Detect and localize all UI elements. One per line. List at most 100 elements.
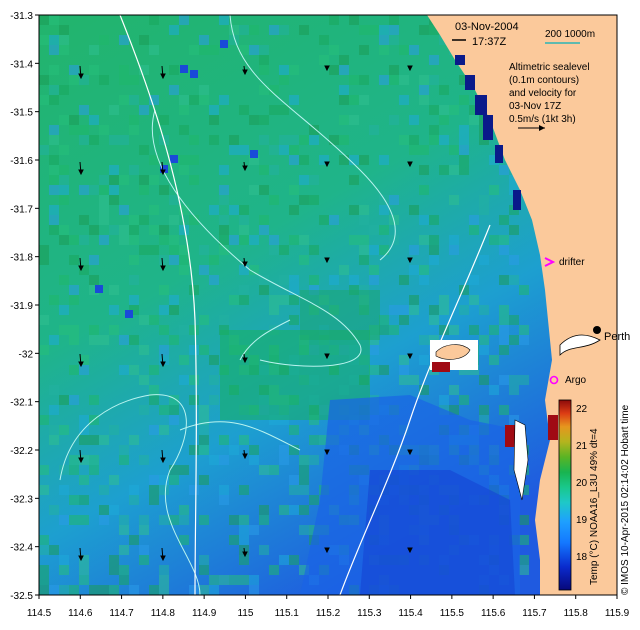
colorbar-tick-label: 22 bbox=[576, 404, 588, 415]
temperature-pixel bbox=[519, 375, 529, 385]
temperature-pixel bbox=[259, 285, 269, 295]
temperature-pixel bbox=[69, 295, 79, 305]
temperature-pixel bbox=[299, 235, 309, 245]
temperature-pixel bbox=[69, 325, 79, 335]
temperature-pixel bbox=[49, 295, 59, 305]
temperature-pixel bbox=[409, 205, 419, 215]
temperature-pixel bbox=[479, 305, 489, 315]
temperature-pixel bbox=[489, 155, 499, 165]
temperature-pixel bbox=[489, 325, 499, 335]
temperature-pixel bbox=[339, 155, 349, 165]
temperature-pixel bbox=[459, 165, 469, 175]
temperature-pixel bbox=[489, 385, 499, 395]
temperature-pixel bbox=[419, 85, 429, 95]
temperature-pixel bbox=[179, 265, 189, 275]
temperature-pixel bbox=[39, 15, 49, 25]
colorbar-tick-label: 18 bbox=[576, 552, 588, 563]
temperature-pixel bbox=[109, 555, 119, 565]
temperature-pixel bbox=[39, 465, 49, 475]
temperature-pixel bbox=[219, 435, 229, 445]
temperature-pixel bbox=[189, 215, 199, 225]
temperature-pixel bbox=[199, 515, 209, 525]
temperature-pixel bbox=[429, 105, 439, 115]
temperature-pixel bbox=[39, 535, 49, 545]
temperature-pixel bbox=[339, 135, 349, 145]
temperature-pixel bbox=[129, 225, 139, 235]
temperature-pixel bbox=[59, 465, 69, 475]
temperature-pixel bbox=[369, 345, 379, 355]
temperature-pixel bbox=[399, 135, 409, 145]
temperature-pixel bbox=[119, 35, 129, 45]
temperature-pixel bbox=[89, 325, 99, 335]
temperature-pixel bbox=[209, 575, 219, 585]
scale-label: 200 1000m bbox=[545, 29, 595, 40]
temperature-pixel bbox=[459, 305, 469, 315]
temperature-pixel bbox=[499, 345, 509, 355]
temperature-pixel bbox=[389, 325, 399, 335]
perth-label: Perth bbox=[604, 331, 630, 343]
temperature-pixel bbox=[139, 145, 149, 155]
temperature-pixel bbox=[159, 405, 169, 415]
temperature-pixel bbox=[249, 525, 259, 535]
temperature-pixel bbox=[409, 135, 419, 145]
temperature-pixel bbox=[139, 315, 149, 325]
temperature-pixel bbox=[219, 485, 229, 495]
temperature-pixel bbox=[129, 365, 139, 375]
temperature-pixel bbox=[389, 15, 399, 25]
map-time: 17:37Z bbox=[472, 36, 507, 48]
temperature-pixel bbox=[379, 35, 389, 45]
temperature-pixel bbox=[469, 115, 479, 125]
temperature-pixel bbox=[69, 255, 79, 265]
temperature-pixel bbox=[179, 125, 189, 135]
temperature-pixel bbox=[159, 305, 169, 315]
temperature-pixel bbox=[239, 435, 249, 445]
temperature-pixel bbox=[199, 565, 209, 575]
temperature-pixel bbox=[269, 235, 279, 245]
temperature-pixel bbox=[69, 75, 79, 85]
argo-label: Argo bbox=[565, 375, 587, 386]
temperature-pixel bbox=[279, 75, 289, 85]
temperature-pixel bbox=[289, 185, 299, 195]
temperature-pixel bbox=[139, 245, 149, 255]
temperature-pixel bbox=[169, 415, 179, 425]
temperature-pixel bbox=[399, 275, 409, 285]
temperature-pixel bbox=[379, 225, 389, 235]
temperature-pixel bbox=[119, 135, 129, 145]
temperature-pixel bbox=[79, 515, 89, 525]
temperature-pixel bbox=[159, 355, 169, 365]
temperature-pixel bbox=[209, 135, 219, 145]
temperature-pixel bbox=[309, 275, 319, 285]
temperature-pixel bbox=[149, 585, 159, 595]
temperature-pixel bbox=[189, 395, 199, 405]
y-tick-label: -32.4 bbox=[10, 543, 33, 554]
temperature-pixel bbox=[89, 465, 99, 475]
temperature-pixel bbox=[129, 275, 139, 285]
temperature-pixel bbox=[49, 435, 59, 445]
temperature-pixel bbox=[39, 575, 49, 585]
velocity-arrow-head bbox=[324, 353, 330, 360]
temperature-pixel bbox=[509, 415, 519, 425]
coastal-dark-pixels bbox=[455, 55, 521, 210]
temperature-pixel bbox=[199, 265, 209, 275]
temperature-pixel bbox=[39, 145, 49, 155]
temperature-pixel bbox=[179, 465, 189, 475]
temperature-pixel bbox=[429, 75, 439, 85]
temperature-pixel bbox=[239, 205, 249, 215]
temperature-pixel bbox=[249, 25, 259, 35]
temperature-pixel bbox=[309, 175, 319, 185]
y-tick-label: -32.1 bbox=[10, 398, 33, 409]
temperature-pixel bbox=[39, 245, 49, 255]
temperature-pixel bbox=[229, 25, 239, 35]
temperature-pixel bbox=[299, 465, 309, 475]
temperature-pixel bbox=[329, 275, 339, 285]
temperature-pixel bbox=[249, 155, 259, 165]
temperature-pixel bbox=[179, 325, 189, 335]
temperature-pixel bbox=[319, 155, 329, 165]
temperature-pixel bbox=[409, 245, 419, 255]
temperature-pixel bbox=[59, 395, 69, 405]
temperature-pixel bbox=[79, 105, 89, 115]
temperature-pixel bbox=[429, 315, 439, 325]
temperature-pixel bbox=[269, 465, 279, 475]
temperature-pixel bbox=[169, 335, 179, 345]
temperature-pixel bbox=[279, 295, 289, 305]
